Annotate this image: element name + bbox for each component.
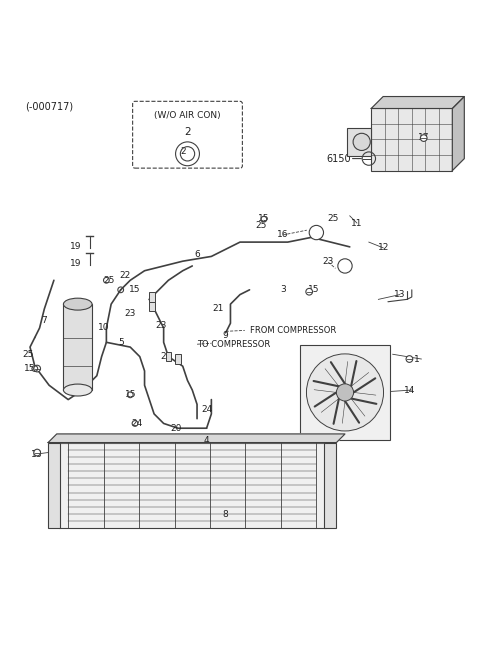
Text: 14: 14 [404, 386, 415, 394]
FancyBboxPatch shape [132, 101, 242, 168]
Bar [63, 304, 92, 390]
Text: 8: 8 [223, 510, 228, 519]
Text: 3: 3 [280, 285, 286, 295]
Circle shape [34, 449, 40, 456]
Text: TO COMPRESSOR: TO COMPRESSOR [197, 340, 270, 349]
Text: 7: 7 [41, 316, 47, 325]
Text: 15: 15 [24, 364, 36, 373]
Text: 24: 24 [201, 405, 212, 414]
Bar [149, 292, 155, 302]
Bar [166, 352, 171, 361]
Text: 24: 24 [132, 419, 143, 428]
Text: 21: 21 [213, 304, 224, 314]
Bar [371, 108, 452, 171]
Text: 20: 20 [170, 424, 181, 433]
Text: A: A [314, 228, 319, 237]
Text: 15: 15 [124, 390, 136, 400]
Text: 18: 18 [31, 450, 43, 459]
Text: (-000717): (-000717) [25, 101, 73, 112]
Bar [348, 127, 371, 156]
Polygon shape [48, 434, 345, 443]
Text: 1: 1 [414, 354, 420, 363]
Text: 19: 19 [70, 242, 81, 251]
Text: 16: 16 [277, 230, 288, 239]
Text: 25: 25 [256, 221, 267, 230]
Bar [59, 443, 326, 529]
Text: 10: 10 [98, 323, 110, 333]
Polygon shape [371, 96, 464, 108]
Circle shape [306, 289, 312, 295]
Text: 15: 15 [308, 285, 320, 295]
Polygon shape [452, 96, 464, 171]
Circle shape [420, 134, 427, 142]
Text: 12: 12 [377, 243, 389, 253]
Text: 22: 22 [120, 271, 131, 280]
Ellipse shape [63, 298, 92, 310]
Bar [175, 354, 181, 364]
Text: FROM COMPRESSOR: FROM COMPRESSOR [250, 326, 336, 335]
Text: 6150: 6150 [326, 154, 350, 163]
Circle shape [336, 384, 354, 401]
Circle shape [306, 354, 384, 431]
Text: 5: 5 [118, 338, 123, 347]
Text: 11: 11 [351, 218, 363, 228]
Text: 25: 25 [327, 214, 339, 223]
Bar [48, 443, 60, 529]
Text: 13: 13 [394, 290, 406, 299]
Text: 2: 2 [184, 127, 191, 136]
Circle shape [353, 133, 370, 150]
Text: A: A [342, 262, 348, 270]
Text: 25: 25 [22, 350, 33, 359]
Text: (W/O AIR CON): (W/O AIR CON) [154, 111, 221, 120]
Text: 17: 17 [418, 133, 430, 142]
Bar [149, 302, 155, 312]
Circle shape [338, 259, 352, 273]
Text: 4: 4 [204, 436, 209, 445]
Text: 2: 2 [180, 147, 186, 156]
Text: 23: 23 [323, 256, 334, 266]
Circle shape [34, 365, 40, 372]
Text: 9: 9 [223, 331, 228, 340]
Bar [324, 443, 336, 529]
Text: 19: 19 [70, 259, 81, 268]
Ellipse shape [63, 384, 92, 396]
Circle shape [406, 356, 413, 362]
Text: 15: 15 [129, 285, 141, 295]
Text: 20: 20 [160, 352, 172, 361]
Circle shape [309, 226, 324, 239]
Text: 23: 23 [156, 321, 167, 330]
Text: 25: 25 [103, 276, 114, 285]
Bar [300, 345, 390, 440]
Text: 6: 6 [194, 249, 200, 258]
Text: 23: 23 [124, 309, 136, 318]
Text: 15: 15 [258, 214, 270, 223]
